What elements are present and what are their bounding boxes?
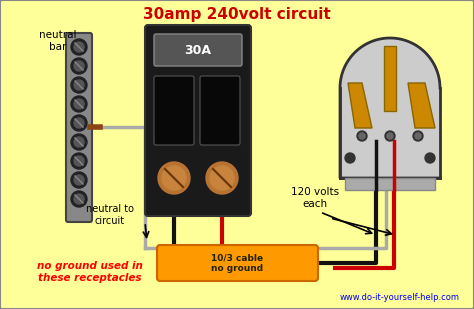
Circle shape bbox=[387, 133, 393, 139]
Text: www.do-it-yourself-help.com: www.do-it-yourself-help.com bbox=[340, 294, 460, 303]
Circle shape bbox=[74, 118, 84, 128]
Circle shape bbox=[74, 137, 84, 147]
Text: neutral
bar: neutral bar bbox=[39, 30, 77, 52]
Circle shape bbox=[74, 156, 84, 166]
FancyBboxPatch shape bbox=[157, 245, 318, 281]
Circle shape bbox=[71, 77, 87, 93]
Circle shape bbox=[345, 153, 355, 163]
Circle shape bbox=[210, 166, 234, 190]
FancyBboxPatch shape bbox=[154, 34, 242, 66]
FancyBboxPatch shape bbox=[66, 33, 92, 222]
Circle shape bbox=[71, 58, 87, 74]
Circle shape bbox=[206, 162, 238, 194]
Circle shape bbox=[74, 80, 84, 90]
FancyBboxPatch shape bbox=[154, 76, 194, 145]
Circle shape bbox=[74, 42, 84, 52]
Circle shape bbox=[74, 194, 84, 204]
Circle shape bbox=[71, 191, 87, 207]
Circle shape bbox=[71, 39, 87, 55]
Text: 30amp 240volt circuit: 30amp 240volt circuit bbox=[143, 6, 331, 22]
Text: neutral to
circuit: neutral to circuit bbox=[86, 204, 134, 226]
Circle shape bbox=[74, 61, 84, 71]
FancyBboxPatch shape bbox=[145, 25, 251, 216]
FancyBboxPatch shape bbox=[200, 76, 240, 145]
Polygon shape bbox=[340, 38, 440, 178]
Polygon shape bbox=[348, 83, 372, 128]
Circle shape bbox=[359, 133, 365, 139]
Bar bbox=[345, 178, 435, 190]
Circle shape bbox=[158, 162, 190, 194]
Circle shape bbox=[71, 96, 87, 112]
Circle shape bbox=[415, 133, 421, 139]
Text: 10/3 cable
no ground: 10/3 cable no ground bbox=[211, 253, 264, 273]
Circle shape bbox=[71, 134, 87, 150]
Polygon shape bbox=[408, 83, 435, 128]
Circle shape bbox=[162, 166, 186, 190]
Text: 120 volts
each: 120 volts each bbox=[291, 187, 339, 209]
Circle shape bbox=[357, 131, 367, 141]
Text: no ground used in
these receptacles: no ground used in these receptacles bbox=[37, 261, 143, 283]
Circle shape bbox=[71, 153, 87, 169]
Circle shape bbox=[413, 131, 423, 141]
Circle shape bbox=[71, 115, 87, 131]
Bar bbox=[384, 46, 396, 111]
Circle shape bbox=[425, 153, 435, 163]
Circle shape bbox=[74, 99, 84, 109]
FancyBboxPatch shape bbox=[340, 88, 440, 178]
Circle shape bbox=[385, 131, 395, 141]
Circle shape bbox=[74, 175, 84, 185]
Text: 30A: 30A bbox=[184, 44, 211, 57]
Circle shape bbox=[71, 172, 87, 188]
